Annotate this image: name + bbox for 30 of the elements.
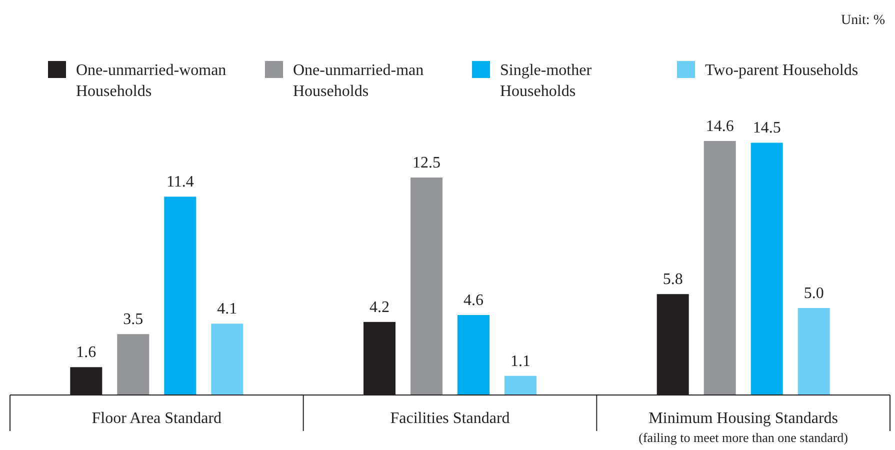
data-label: 4.2 (370, 298, 390, 316)
data-label: 1.1 (510, 352, 530, 370)
data-label: 1.6 (76, 344, 96, 362)
bar (704, 141, 736, 395)
bar (164, 196, 196, 395)
legend-label: Single-mother Households (500, 62, 592, 100)
data-label: 4.6 (464, 292, 484, 309)
bar (410, 178, 442, 395)
data-label: 11.4 (166, 174, 194, 191)
data-label: 4.1 (217, 300, 238, 318)
text: (failing to meet more than one standard) (638, 430, 848, 445)
bar (211, 324, 244, 395)
legend-label: One-unmarried-man Households (293, 62, 424, 100)
data-label: 5.0 (804, 285, 824, 302)
data-label: 14.5 (752, 120, 781, 137)
x-tick-label: Minimum Housing Standards (648, 410, 838, 427)
legend-label: Two-parent Households (705, 62, 858, 79)
bar (117, 334, 150, 395)
bar (798, 308, 830, 395)
bar (750, 142, 783, 395)
data-label: 14.6 (706, 118, 734, 135)
x-tick-label: Floor Area Standard (92, 410, 222, 427)
bar (458, 314, 490, 395)
data-label: 12.5 (412, 154, 440, 172)
legend-label: One-unmarried-woman Households (76, 62, 226, 100)
data-label: 5.8 (662, 271, 683, 288)
data-label: 3.5 (123, 311, 144, 328)
text: Unit: % (841, 13, 886, 28)
x-tick-label: Facilities Standard (390, 410, 510, 427)
bar (504, 376, 536, 395)
